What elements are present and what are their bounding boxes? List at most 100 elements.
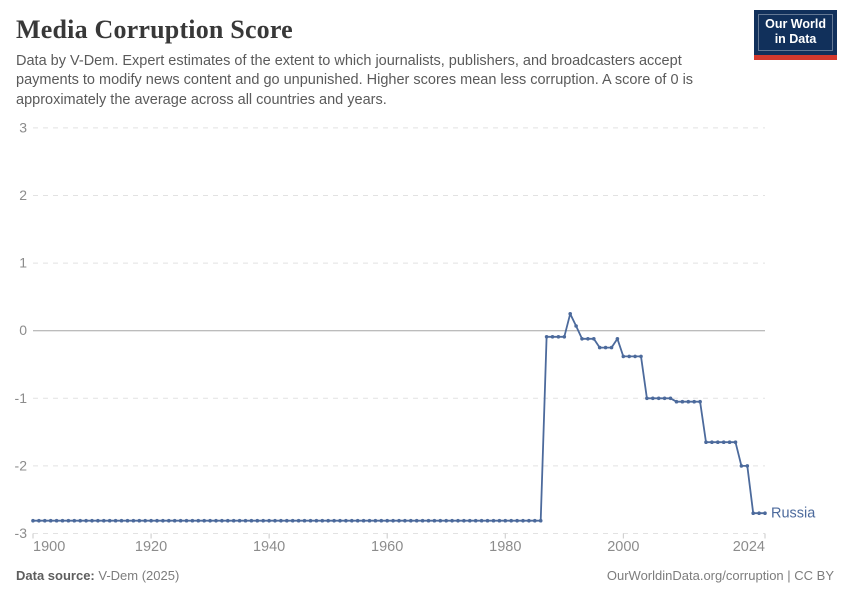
data-point: [137, 518, 142, 523]
data-point: [462, 518, 466, 523]
data-point: [656, 396, 661, 401]
data-point: [161, 518, 165, 523]
chart-footer: Data source: V-Dem (2025) OurWorldinData…: [16, 568, 834, 583]
data-point: [403, 518, 407, 523]
data-point: [745, 464, 750, 468]
data-point: [385, 518, 390, 523]
data-point: [155, 518, 159, 523]
data-point: [550, 335, 555, 339]
data-point: [285, 518, 289, 523]
data-point: [533, 518, 537, 523]
data-point: [751, 511, 755, 515]
data-point: [273, 518, 277, 523]
data-source: Data source: V-Dem (2025): [16, 568, 179, 583]
data-point: [243, 518, 248, 523]
series-line-russia[interactable]: [33, 312, 765, 522]
data-point: [698, 399, 702, 404]
data-point: [710, 440, 714, 445]
y-axis-label: -3: [15, 525, 28, 541]
data-point: [84, 518, 88, 523]
chart-subtitle: Data by V-Dem. Expert estimates of the e…: [16, 53, 694, 108]
data-point: [167, 518, 171, 523]
y-axis-label: 3: [19, 119, 27, 135]
data-point: [450, 518, 454, 523]
owid-logo-line1: Our World: [765, 17, 826, 31]
data-point: [350, 518, 354, 523]
x-axis-label: 1920: [135, 539, 167, 555]
data-point: [597, 345, 602, 350]
data-point: [615, 337, 620, 341]
data-point: [314, 518, 319, 523]
data-point: [538, 518, 543, 523]
data-point: [119, 518, 124, 523]
data-point: [31, 518, 35, 523]
data-point: [503, 518, 508, 523]
data-point: [397, 518, 401, 523]
data-point: [296, 518, 301, 523]
data-point: [37, 518, 41, 523]
data-point: [202, 518, 206, 523]
data-point: [680, 399, 685, 404]
data-point: [107, 518, 112, 523]
data-point: [580, 337, 584, 341]
credit-link[interactable]: OurWorldinData.org/corruption | CC BY: [606, 568, 834, 583]
data-point: [438, 518, 443, 523]
data-point: [279, 518, 283, 523]
data-point: [757, 511, 761, 515]
data-point: [674, 399, 679, 404]
data-point: [763, 511, 767, 515]
data-point: [627, 354, 631, 359]
x-axis-label: 2000: [607, 539, 639, 555]
data-point: [332, 518, 336, 523]
data-point: [355, 518, 360, 523]
data-point: [574, 324, 578, 328]
x-axis-label: 1960: [371, 539, 403, 555]
x-axis-label: 1900: [33, 539, 65, 555]
data-point: [645, 396, 649, 401]
data-point: [721, 440, 726, 445]
y-axis-label: 1: [19, 255, 27, 271]
data-point: [60, 518, 65, 523]
data-point: [102, 518, 106, 523]
data-point: [302, 518, 307, 523]
data-point: [515, 518, 519, 523]
data-point: [143, 518, 147, 523]
data-point: [361, 518, 366, 523]
y-axis-label: -1: [15, 390, 28, 406]
data-point: [66, 518, 71, 523]
data-point: [249, 518, 254, 523]
data-point: [716, 440, 720, 445]
data-point: [662, 396, 667, 401]
data-point: [344, 518, 348, 523]
data-point: [497, 518, 502, 523]
data-point: [485, 518, 490, 523]
data-point: [125, 518, 130, 523]
data-point: [172, 518, 177, 523]
x-axis-label: 1940: [253, 539, 285, 555]
data-point: [414, 518, 419, 523]
data-point: [226, 518, 230, 523]
data-point: [527, 518, 531, 523]
page-title: Media Corruption Score: [16, 15, 293, 44]
data-point: [231, 518, 236, 523]
data-point: [48, 518, 53, 523]
data-point: [96, 518, 100, 523]
data-point: [586, 337, 590, 341]
x-axis-label: 1980: [489, 539, 521, 555]
data-point: [149, 518, 153, 523]
series-label-russia[interactable]: Russia: [771, 506, 816, 522]
data-point: [633, 354, 637, 359]
data-point: [686, 399, 691, 404]
data-point: [255, 518, 260, 523]
data-point: [592, 337, 596, 341]
data-point: [373, 518, 378, 523]
data-point: [426, 518, 431, 523]
data-point: [220, 518, 224, 523]
data-point: [379, 518, 384, 523]
data-point: [456, 518, 460, 523]
data-point: [214, 518, 218, 523]
data-point: [78, 518, 82, 523]
data-point: [261, 518, 266, 523]
data-point: [568, 312, 572, 316]
